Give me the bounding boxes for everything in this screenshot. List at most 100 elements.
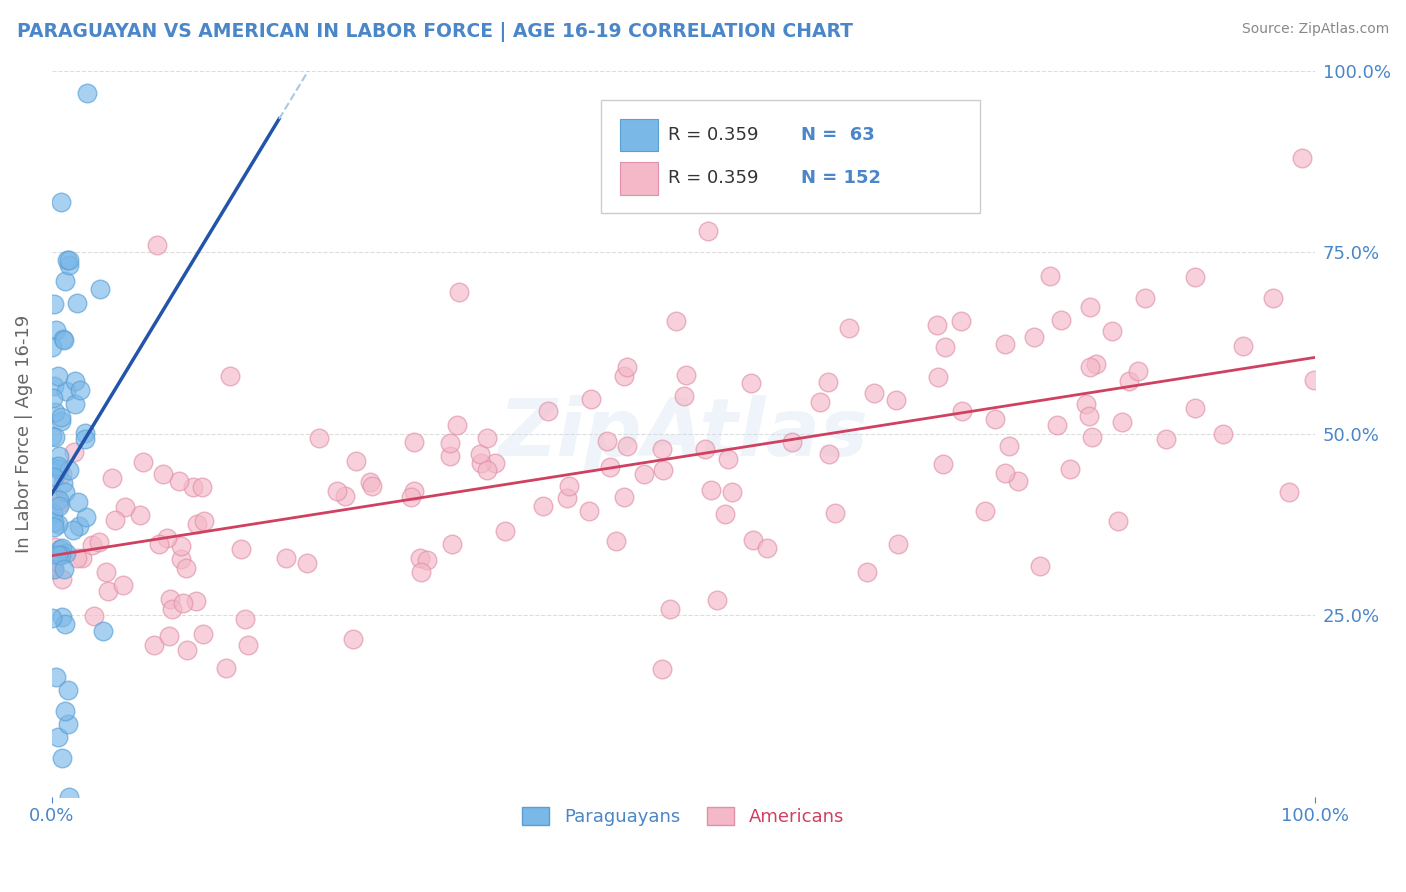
Point <box>45 323 67 337</box>
Point <box>613 490 636 504</box>
Point <box>1007 474 1029 488</box>
Point <box>1029 558 1052 573</box>
Point <box>934 340 956 354</box>
Point <box>172 596 194 610</box>
Point <box>672 389 695 403</box>
Point <box>56 717 79 731</box>
Point <box>333 490 356 504</box>
Point <box>440 537 463 551</box>
Point <box>48 492 70 507</box>
Point <box>742 533 765 547</box>
Point <box>402 434 425 449</box>
Point <box>75 426 97 441</box>
Point <box>65 375 87 389</box>
Point <box>675 368 697 383</box>
Point <box>308 431 330 445</box>
Point <box>42 506 65 520</box>
Point <box>1118 374 1140 388</box>
Point <box>633 467 655 481</box>
Point <box>53 562 76 576</box>
Point <box>295 556 318 570</box>
Point <box>42 515 65 529</box>
Point <box>53 704 76 718</box>
Point <box>190 480 212 494</box>
Point <box>974 504 997 518</box>
Point <box>720 485 742 500</box>
Point <box>46 548 69 562</box>
Point <box>658 602 681 616</box>
Point <box>186 516 208 531</box>
Point <box>53 333 76 347</box>
Point <box>402 484 425 499</box>
Point <box>45 670 67 684</box>
Point <box>605 533 627 548</box>
Point <box>58 258 80 272</box>
Point <box>49 414 72 428</box>
Point <box>89 535 111 549</box>
Point <box>1126 364 1149 378</box>
Point <box>170 552 193 566</box>
Point <box>46 459 69 474</box>
Text: PARAGUAYAN VS AMERICAN IN LABOR FORCE | AGE 16-19 CORRELATION CHART: PARAGUAYAN VS AMERICAN IN LABOR FORCE | … <box>17 22 853 42</box>
Point <box>51 467 73 481</box>
Point <box>1212 426 1234 441</box>
Point <box>475 432 498 446</box>
Point <box>1049 313 1071 327</box>
Point <box>51 750 73 764</box>
Point <box>58 789 80 804</box>
Point <box>651 442 673 457</box>
Point <box>41 460 63 475</box>
Point <box>53 616 76 631</box>
Point <box>103 513 125 527</box>
Text: ZipAtlas: ZipAtlas <box>498 395 868 473</box>
Point <box>886 393 908 408</box>
Point <box>63 445 86 459</box>
Point <box>714 507 737 521</box>
Point <box>76 86 98 100</box>
Point <box>41 339 63 353</box>
Point <box>925 318 948 332</box>
Point <box>62 523 84 537</box>
Point <box>740 376 762 390</box>
Point <box>1074 397 1097 411</box>
Point <box>42 520 65 534</box>
Point <box>218 368 240 383</box>
Point <box>950 314 973 328</box>
Point <box>1078 359 1101 374</box>
Point <box>111 577 134 591</box>
Point <box>58 252 80 267</box>
Point <box>145 238 167 252</box>
Point <box>73 433 96 447</box>
Point <box>42 469 65 483</box>
Point <box>449 285 471 300</box>
Point <box>58 463 80 477</box>
Point <box>94 565 117 579</box>
Point <box>998 439 1021 453</box>
Text: N =  63: N = 63 <box>800 126 875 144</box>
Point <box>67 518 90 533</box>
Point <box>48 496 70 510</box>
Point <box>887 537 910 551</box>
Point <box>46 517 69 532</box>
Point <box>344 454 367 468</box>
Point <box>578 504 600 518</box>
Point <box>838 321 860 335</box>
Point <box>817 375 839 389</box>
Point <box>274 550 297 565</box>
Point <box>756 541 779 555</box>
Point <box>193 514 215 528</box>
Point <box>51 476 73 491</box>
Point <box>70 550 93 565</box>
Point <box>42 378 65 392</box>
Point <box>44 541 66 555</box>
Point <box>994 337 1017 351</box>
Point <box>399 491 422 505</box>
Point <box>808 395 831 409</box>
Point <box>191 626 214 640</box>
Point <box>361 479 384 493</box>
Point <box>1085 358 1108 372</box>
Point <box>233 611 256 625</box>
Point <box>950 404 973 418</box>
Point <box>1263 291 1285 305</box>
Text: R = 0.359: R = 0.359 <box>668 126 759 144</box>
